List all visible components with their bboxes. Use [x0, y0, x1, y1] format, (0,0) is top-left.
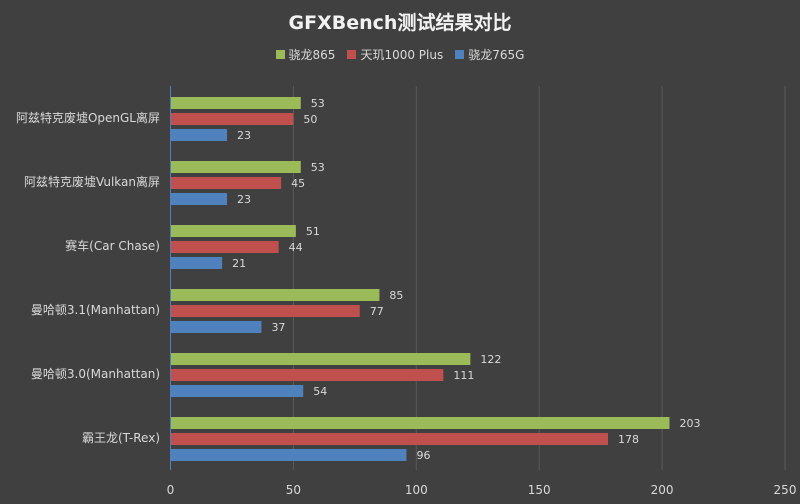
- data-label: 37: [271, 321, 285, 334]
- bar: [170, 353, 471, 365]
- data-label: 51: [306, 225, 320, 238]
- bar: [170, 449, 407, 461]
- bar: [170, 305, 360, 317]
- x-tick-label: 100: [405, 483, 428, 497]
- legend-label: 骁龙865: [288, 48, 336, 62]
- category-label: 霸王龙(T-Rex): [82, 431, 160, 445]
- data-label: 23: [237, 193, 251, 206]
- data-label: 45: [291, 177, 305, 190]
- category-label: 曼哈顿3.1(Manhattan): [31, 303, 160, 317]
- legend-label: 骁龙765G: [468, 48, 525, 62]
- category-label: 阿兹特克废墟Vulkan离屏: [24, 174, 160, 189]
- bar: [170, 113, 294, 125]
- bar: [170, 433, 609, 445]
- bar: [170, 177, 282, 189]
- data-label: 96: [416, 449, 430, 462]
- bar: [170, 241, 279, 253]
- data-label: 54: [313, 385, 327, 398]
- bar: [170, 385, 304, 397]
- category-label: 阿兹特克废墟OpenGL离屏: [16, 110, 160, 125]
- legend: 骁龙865 天玑1000 Plus 骁龙765G: [0, 46, 800, 63]
- data-label: 203: [679, 417, 700, 430]
- legend-item: 天玑1000 Plus: [347, 46, 443, 63]
- data-label: 44: [289, 241, 303, 254]
- data-label: 122: [480, 353, 501, 366]
- bar: [170, 193, 228, 205]
- data-label: 77: [370, 305, 384, 318]
- data-label: 21: [232, 257, 246, 270]
- x-tick-label: 200: [651, 483, 674, 497]
- data-label: 178: [618, 433, 639, 446]
- data-label: 111: [453, 369, 474, 382]
- bar: [170, 225, 296, 237]
- legend-item: 骁龙865: [275, 46, 336, 63]
- x-tick-label: 50: [286, 483, 301, 497]
- chart-title: GFXBench测试结果对比: [288, 12, 512, 34]
- bar: [170, 161, 301, 173]
- category-label: 曼哈顿3.0(Manhattan): [31, 367, 160, 381]
- legend-swatch: [455, 50, 465, 59]
- legend-swatch: [275, 50, 285, 59]
- legend-label: 天玑1000 Plus: [360, 48, 444, 62]
- category-label: 赛车(Car Chase): [65, 238, 160, 253]
- bar: [170, 257, 223, 269]
- data-label: 85: [389, 289, 403, 302]
- data-label: 53: [311, 97, 325, 110]
- bar: [170, 417, 670, 429]
- data-label: 50: [303, 113, 317, 126]
- data-label: 53: [311, 161, 325, 174]
- bar: [170, 129, 228, 141]
- bar: [170, 369, 444, 381]
- bar: [170, 289, 380, 301]
- legend-item: 骁龙765G: [455, 46, 524, 63]
- bar: [170, 321, 262, 333]
- data-label: 23: [237, 129, 251, 142]
- x-tick-label: 0: [167, 483, 175, 497]
- x-tick-label: 250: [774, 483, 797, 497]
- x-tick-label: 150: [528, 483, 551, 497]
- bar: [170, 97, 301, 109]
- legend-swatch: [347, 50, 357, 59]
